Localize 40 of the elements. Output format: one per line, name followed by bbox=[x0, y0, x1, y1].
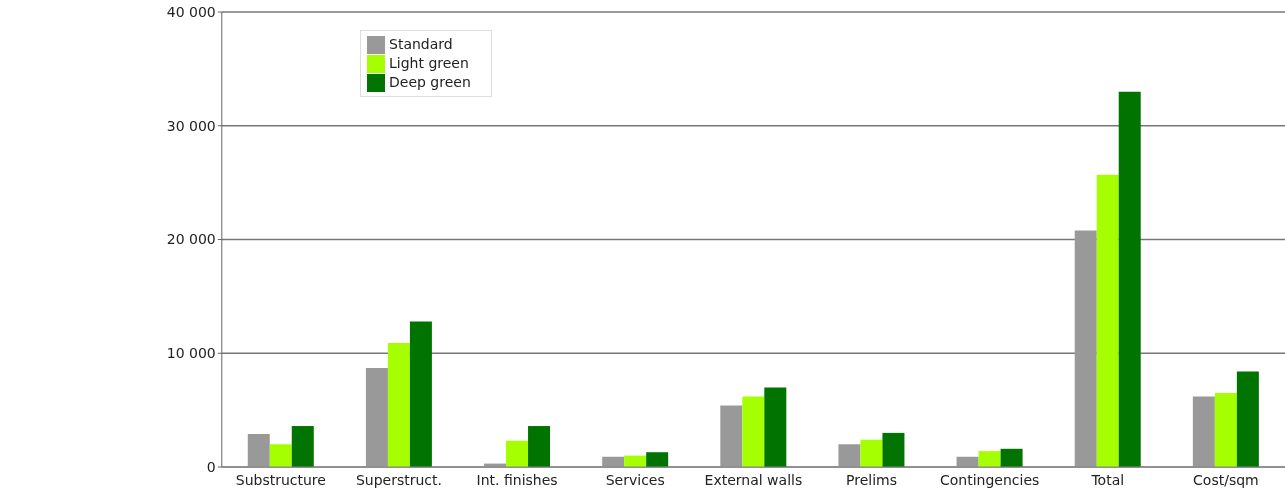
bar bbox=[1000, 448, 1023, 467]
bar bbox=[646, 452, 669, 467]
x-tick-label: Services bbox=[605, 471, 665, 488]
legend-label: Standard bbox=[389, 36, 453, 52]
bar bbox=[291, 426, 314, 467]
bar bbox=[528, 426, 551, 467]
x-tick-label: Contingencies bbox=[939, 471, 1040, 488]
bar bbox=[860, 439, 883, 467]
x-tick-label: Total bbox=[1090, 471, 1125, 488]
bar bbox=[1118, 91, 1141, 467]
bar bbox=[247, 434, 270, 467]
bar bbox=[978, 451, 1001, 467]
x-tick-label: Substructure bbox=[235, 471, 326, 488]
bar bbox=[1236, 371, 1259, 467]
bar bbox=[1214, 393, 1237, 467]
bar bbox=[838, 444, 861, 467]
bar bbox=[269, 444, 292, 467]
bar bbox=[506, 440, 529, 467]
y-tick-label: 40 000 bbox=[166, 3, 216, 20]
bar bbox=[764, 387, 787, 467]
legend-label: Deep green bbox=[389, 74, 471, 90]
bar bbox=[1096, 174, 1119, 467]
x-tick-label: Cost/sqm bbox=[1193, 471, 1259, 488]
y-tick-label: 30 000 bbox=[166, 117, 216, 134]
y-tick-label: 20 000 bbox=[166, 231, 216, 248]
bar bbox=[387, 343, 410, 467]
bar bbox=[1074, 230, 1097, 467]
legend-label: Light green bbox=[389, 55, 469, 71]
bar bbox=[409, 321, 432, 467]
bar bbox=[882, 432, 905, 467]
bar bbox=[1192, 396, 1215, 467]
y-tick-label: 10 000 bbox=[166, 345, 216, 362]
x-tick-label: Prelims bbox=[846, 471, 898, 488]
x-tick-label: External walls bbox=[704, 471, 803, 488]
y-tick-label: 0 bbox=[206, 458, 216, 475]
x-tick-label: Int. finishes bbox=[476, 471, 558, 488]
bar bbox=[365, 368, 388, 467]
x-tick-label: Superstruct. bbox=[355, 471, 443, 488]
bar bbox=[742, 396, 765, 467]
bar bbox=[720, 405, 743, 467]
